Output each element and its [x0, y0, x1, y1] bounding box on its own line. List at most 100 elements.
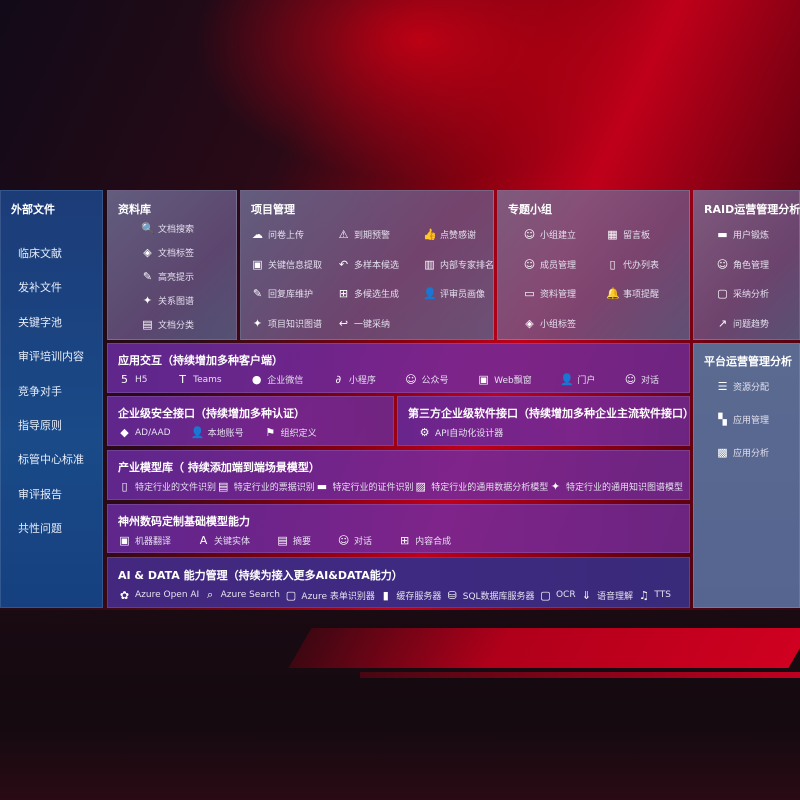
sidebar-item[interactable]: 竞争对手	[18, 384, 62, 398]
sidebar-item[interactable]: 标管中心标准	[18, 453, 84, 467]
sidebar-item[interactable]: 审评培训内容	[18, 350, 84, 364]
menu-item[interactable]: ◈ 文档标签	[141, 246, 194, 259]
menu-item[interactable]: ☺ 公众号	[404, 373, 448, 386]
menu-item[interactable]: ⚠ 到期预警	[337, 228, 390, 241]
menu-item[interactable]: ☺ 角色管理	[716, 258, 769, 271]
menu-item[interactable]: ☰ 资源分配	[716, 380, 769, 393]
menu-item[interactable]: ✎ 回复库维护	[251, 287, 313, 300]
menu-item[interactable]: ⇓ 语音理解	[580, 589, 633, 602]
user-icon: 👤	[423, 287, 437, 300]
menu-item[interactable]: 👤 评审员画像	[423, 287, 485, 300]
panel-title: 平台运营管理分析	[704, 355, 792, 368]
menu-item[interactable]: ▨ 特定行业的通用数据分析模型	[414, 480, 549, 493]
panel-title: 企业级安全接口（持续增加多种认证）	[118, 407, 305, 420]
menu-item[interactable]: ☺ 成员管理	[523, 258, 576, 271]
menu-item[interactable]: ◆ AD/AAD	[118, 426, 170, 439]
menu-item[interactable]: ☺ 对话	[337, 534, 372, 547]
item-label: 语音理解	[597, 591, 634, 602]
menu-item[interactable]: ✦ 关系图谱	[141, 294, 194, 307]
menu-item[interactable]: ▬ 特定行业的证件识别	[315, 480, 414, 493]
menu-item[interactable]: ↗ 问题趋势	[716, 317, 769, 330]
menu-item[interactable]: ♫ TTS	[637, 589, 671, 602]
sidebar-item[interactable]: 指导原则	[18, 419, 62, 432]
menu-item[interactable]: A 关键实体	[197, 534, 250, 547]
menu-item[interactable]: ⚙ API自动化设计器	[418, 426, 504, 439]
ocr-icon: ▢	[540, 588, 551, 602]
menu-item[interactable]: ⛁ SQL数据库服务器	[446, 589, 535, 602]
item-label: 特定行业的通用数据分析模型	[431, 483, 549, 493]
item-label: 企业微信	[267, 376, 304, 386]
menu-item[interactable]: ▢ Azure 表单识别器	[284, 589, 375, 602]
id-card-icon: ▬	[316, 480, 328, 493]
panel-title: 应用交互（持续增加多种客户端）	[118, 354, 283, 367]
menu-item[interactable]: ▣ 机器翻译	[118, 534, 171, 547]
menu-item[interactable]: ▤ 文档分类	[141, 318, 194, 331]
item-label: Azure Open AI	[135, 590, 200, 600]
sidebar-item[interactable]: 发补文件	[18, 281, 62, 295]
sidebar-item[interactable]: 共性问题	[18, 522, 62, 536]
menu-item[interactable]: ↩ 一键采纳	[337, 317, 390, 330]
interaction-panel: 应用交互（持续增加多种客户端） 5 H5 T Teams ● 企业微信 ∂ 小程序 ☺ 公众号 ▣ W…	[107, 343, 690, 393]
menu-item[interactable]: ∂ 小程序	[332, 373, 375, 386]
menu-item[interactable]: ▣ Web飘窗	[477, 373, 531, 386]
menu-item[interactable]: 🔔 事项提醒	[606, 287, 659, 300]
menu-item[interactable]: 👤 门户	[560, 373, 595, 386]
tag-icon: ◈	[525, 316, 534, 330]
window-icon: ▣	[252, 257, 263, 271]
menu-item[interactable]: ▚ 应用管理	[716, 413, 769, 426]
sidebar-item[interactable]: 临床文献	[18, 247, 62, 260]
menu-item[interactable]: ▢ 采纳分析	[716, 287, 769, 300]
menu-item[interactable]: ☺ 小组建立	[523, 228, 576, 241]
puzzle-icon: ⊞	[399, 534, 410, 547]
menu-item[interactable]: 🔍 文档搜索	[141, 222, 194, 235]
menu-item[interactable]: T Teams	[176, 373, 221, 386]
item-label: SQL数据库服务器	[462, 591, 535, 602]
menu-item[interactable]: ✎ 高亮提示	[141, 270, 194, 283]
menu-item[interactable]: ◈ 小组标签	[523, 317, 576, 330]
item-label: 回复库维护	[268, 290, 314, 300]
menu-item[interactable]: ⚑ 组织定义	[264, 426, 316, 439]
menu-item[interactable]: ▯ 特定行业的文件识别	[118, 480, 216, 493]
menu-item[interactable]: ▭ 资料管理	[523, 287, 576, 300]
menu-item[interactable]: ✿ Azure Open AI	[118, 589, 199, 602]
menu-item[interactable]: 👤 本地账号	[191, 426, 244, 439]
menu-item[interactable]: ▤ 特定行业的票据识别	[217, 480, 315, 493]
menu-item[interactable]: ▩ 应用分析	[716, 446, 769, 459]
menu-item[interactable]: ⊞ 多候选生成	[337, 287, 399, 300]
aidata-panel: AI & DATA 能力管理（持续为接入更多AI&DATA能力） ✿ Azure …	[107, 557, 690, 608]
item-label: 一键采纳	[354, 319, 391, 330]
menu-item[interactable]: ✦ 特定行业的通用知识图谱模型	[549, 480, 683, 493]
menu-item[interactable]: 5 H5	[118, 373, 148, 386]
menu-item[interactable]: ▬ 用户锻炼	[716, 228, 769, 241]
menu-item[interactable]: ☁ 问卷上传	[251, 228, 304, 241]
menu-item[interactable]: ▦ 留言板	[606, 228, 650, 241]
sidebar-item[interactable]: 审评报告	[18, 487, 62, 501]
menu-item[interactable]: ▯ 代办列表	[606, 258, 659, 271]
item-label: 特定行业的票据识别	[233, 483, 315, 493]
sidebar-item[interactable]: 关键字池	[18, 315, 62, 329]
menu-item[interactable]: ▥ 内部专家排名	[423, 258, 494, 271]
ad-icon: ◆	[120, 426, 129, 439]
panel-title: 神州数码定制基础模型能力	[118, 515, 250, 528]
bell-icon: 🔔	[606, 287, 620, 300]
pen-icon: ✎	[142, 270, 153, 283]
item-label: 评审员画像	[440, 290, 486, 300]
item-label: 关键信息提取	[268, 260, 323, 271]
menu-item[interactable]: ✦ 项目知识图谱	[251, 317, 322, 330]
menu-item[interactable]: ▢ OCR	[539, 588, 575, 602]
menu-item[interactable]: ▤ 摘要	[276, 534, 311, 547]
menu-item[interactable]: ⌕ Azure Search	[204, 588, 280, 602]
item-label: 机器翻译	[135, 537, 172, 547]
edit-icon: ✎	[252, 287, 263, 300]
menu-item[interactable]: 👍 点赞感谢	[423, 228, 476, 241]
item-label: Azure Search	[220, 590, 281, 600]
foundation-panel: 神州数码定制基础模型能力 ▣ 机器翻译 A 关键实体 ▤ 摘要 ☺ 对话 ⊞ 内容合成	[107, 504, 690, 553]
menu-item[interactable]: ● 企业微信	[250, 373, 303, 386]
menu-item[interactable]: ⊞ 内容合成	[398, 534, 451, 547]
decor-line	[360, 672, 800, 678]
item-label: 资源分配	[733, 383, 770, 393]
menu-item[interactable]: ↶ 多样本候选	[337, 258, 399, 271]
menu-item[interactable]: ▮ 缓存服务器	[379, 589, 442, 602]
menu-item[interactable]: ☺ 对话	[624, 373, 659, 386]
menu-item[interactable]: ▣ 关键信息提取	[251, 258, 322, 271]
